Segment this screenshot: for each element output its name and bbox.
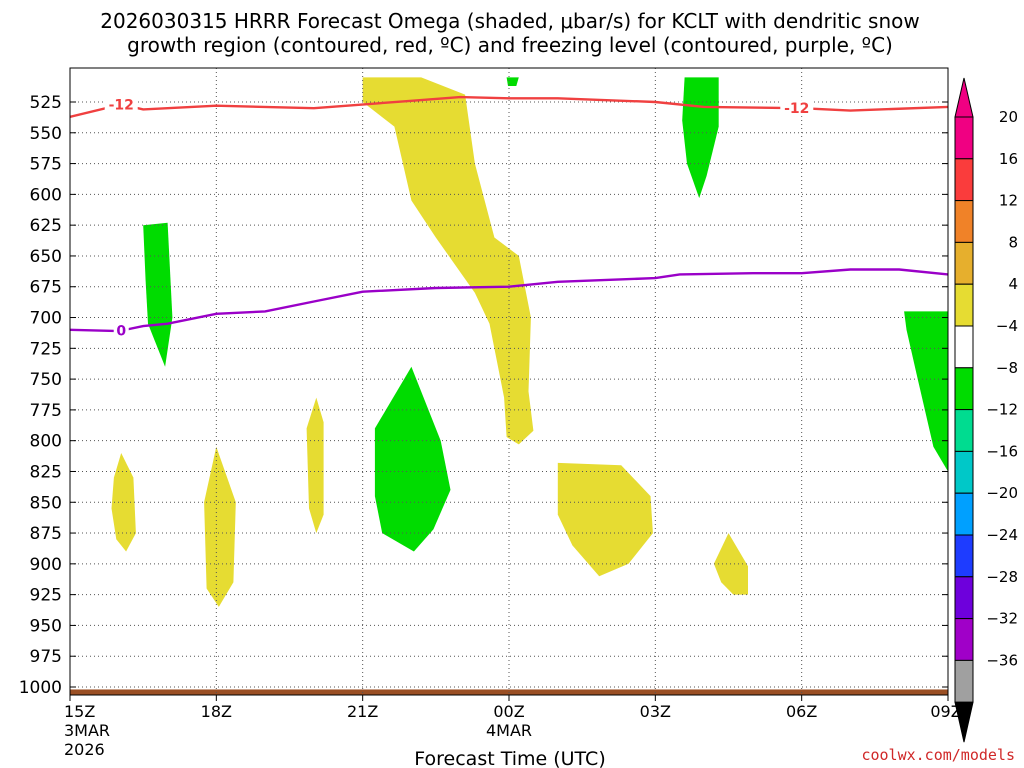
x-tick-label-03Z: 03Z bbox=[640, 702, 671, 721]
omega-region-yellow-small-1 bbox=[111, 453, 136, 552]
colorbar-segment-7 bbox=[954, 409, 974, 452]
y-tick-label-600: 600 bbox=[30, 185, 62, 205]
x-tick-label-09Z: 09Z bbox=[930, 702, 961, 721]
y-tick-label-700: 700 bbox=[30, 309, 62, 329]
colorbar-label--28: −28 bbox=[986, 568, 1018, 586]
y-tick-label-1000: 1000 bbox=[19, 678, 62, 698]
contour-lines: -12 -12 0 bbox=[70, 95, 948, 340]
y-tick-label-675: 675 bbox=[30, 278, 62, 298]
colorbar-segment-10 bbox=[954, 534, 974, 578]
y-tick-label-875: 875 bbox=[30, 524, 62, 544]
colorbar-segment-4 bbox=[954, 283, 974, 327]
colorbar-label-20: 20 bbox=[999, 108, 1018, 126]
omega-region-green-upper-right bbox=[682, 77, 719, 199]
colorbar-label--16: −16 bbox=[986, 442, 1018, 460]
y-tick-label-925: 925 bbox=[30, 586, 62, 606]
omega-region-yellow-small-4 bbox=[557, 462, 653, 577]
omega-region-yellow-upper-band bbox=[362, 77, 534, 445]
chart-title-line1: 2026030315 HRRR Forecast Omega (shaded, … bbox=[100, 9, 919, 33]
colorbar-segment-6 bbox=[954, 367, 974, 411]
colorbar-label--4: −4 bbox=[996, 317, 1018, 335]
x-tick-sublabel-2026: 2026 bbox=[64, 740, 105, 759]
x-tick-label-00Z: 00Z bbox=[493, 702, 524, 721]
y-tick-label-575: 575 bbox=[30, 155, 62, 175]
watermark-text[interactable]: coolwx.com/models bbox=[861, 746, 1015, 764]
colorbar-label--32: −32 bbox=[986, 610, 1018, 628]
colorbar-label--20: −20 bbox=[986, 484, 1018, 502]
y-tick-label-625: 625 bbox=[30, 216, 62, 236]
y-tick-label-550: 550 bbox=[30, 124, 62, 144]
omega-shading bbox=[70, 77, 948, 695]
x-tick-label-21Z: 21Z bbox=[347, 702, 378, 721]
contour-label-dendritic-12C-1: -12 bbox=[784, 101, 809, 117]
omega-colorbar: 20 16 12 8 4 −4 −8 −12 −16 −20 −24 −28 −32 −36 bbox=[954, 77, 1018, 743]
colorbar-segment-9 bbox=[954, 492, 974, 536]
pressure-axis: 525 550 575 600 625 650 675 700 725 750 775 800 825 8… bbox=[19, 93, 948, 698]
grid-lines bbox=[70, 68, 948, 695]
colorbar-segment-11 bbox=[954, 576, 974, 620]
contour-label-bg bbox=[104, 96, 138, 113]
colorbar-bottom-arrow bbox=[954, 701, 974, 743]
contour-label-dendritic-12C-0: -12 bbox=[109, 97, 134, 113]
y-tick-label-750: 750 bbox=[30, 370, 62, 390]
colorbar-label-12: 12 bbox=[999, 192, 1018, 210]
x-tick-label-15Z: 15Z bbox=[64, 702, 95, 721]
contour-freezing-level-0C bbox=[70, 268, 948, 333]
colorbar-segment-0 bbox=[954, 116, 974, 160]
colorbar-label--24: −24 bbox=[986, 526, 1018, 544]
x-tick-label-18Z: 18Z bbox=[201, 702, 232, 721]
omega-region-green-left-column bbox=[143, 222, 173, 367]
colorbar-label--12: −12 bbox=[986, 401, 1018, 419]
colorbar-label-16: 16 bbox=[999, 150, 1018, 168]
contour-label-bg bbox=[780, 100, 814, 117]
chart-title-line2: growth region (contoured, red, ºC) and f… bbox=[127, 33, 893, 57]
colorbar-segment-3 bbox=[954, 241, 974, 285]
y-tick-label-800: 800 bbox=[30, 432, 62, 452]
colorbar-segment-8 bbox=[954, 450, 974, 494]
x-tick-sublabel-4MAR: 4MAR bbox=[486, 721, 532, 740]
colorbar-label--8: −8 bbox=[996, 359, 1018, 377]
y-tick-label-975: 975 bbox=[30, 647, 62, 667]
omega-region-green-right-edge bbox=[904, 311, 948, 472]
contour-label-bg bbox=[113, 322, 129, 339]
y-tick-label-650: 650 bbox=[30, 247, 62, 267]
colorbar-segment-12 bbox=[954, 618, 974, 661]
y-tick-label-950: 950 bbox=[30, 616, 62, 636]
y-tick-label-775: 775 bbox=[30, 401, 62, 421]
y-tick-label-850: 850 bbox=[30, 493, 62, 513]
colorbar-label--36: −36 bbox=[986, 651, 1018, 669]
y-tick-label-525: 525 bbox=[30, 93, 62, 113]
x-axis-title: Forecast Time (UTC) bbox=[414, 748, 605, 768]
contour-label-freezing-level-0C-0: 0 bbox=[116, 324, 126, 340]
omega-region-yellow-small-3 bbox=[306, 397, 324, 534]
y-tick-label-825: 825 bbox=[30, 462, 62, 482]
colorbar-segment-1 bbox=[954, 158, 974, 202]
colorbar-top-arrow bbox=[954, 77, 974, 118]
x-tick-sublabel-3MAR: 3MAR bbox=[64, 721, 110, 740]
omega-region-green-lower-left bbox=[374, 366, 451, 552]
colorbar-segment-2 bbox=[954, 200, 974, 243]
y-tick-label-900: 900 bbox=[30, 555, 62, 575]
colorbar-segment-5 bbox=[954, 325, 974, 369]
colorbar-label-4: 4 bbox=[1008, 275, 1018, 293]
omega-region-green-top-center bbox=[506, 77, 519, 86]
y-tick-label-725: 725 bbox=[30, 339, 62, 359]
colorbar-segment-13 bbox=[954, 659, 974, 703]
omega-region-yellow-small-2 bbox=[204, 446, 236, 607]
colorbar-label-8: 8 bbox=[1008, 233, 1018, 251]
x-tick-label-06Z: 06Z bbox=[786, 702, 817, 721]
